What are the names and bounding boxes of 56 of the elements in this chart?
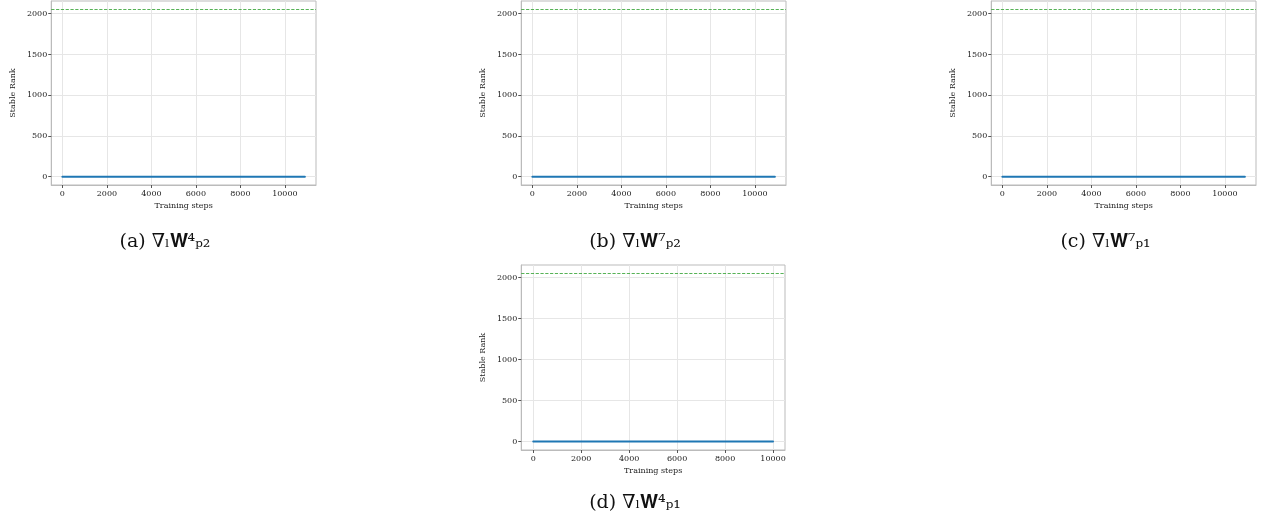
x-tick-label: 4000 xyxy=(611,188,632,198)
y-tick-label: 2000 xyxy=(26,8,48,18)
y-axis-title: Stable Rank xyxy=(477,332,487,383)
y-tick-label: 0 xyxy=(982,172,988,182)
x-tick-label: 6000 xyxy=(666,453,688,463)
x-tick-label: 4000 xyxy=(1081,188,1102,198)
x-tick-label: 6000 xyxy=(1125,188,1147,198)
x-tick-label: 10000 xyxy=(272,188,298,198)
x-axis-title: Training steps xyxy=(1094,201,1153,211)
x-tick-label: 10000 xyxy=(742,188,768,198)
x-tick-label: 2000 xyxy=(1036,188,1058,198)
x-tick-label: 8000 xyxy=(700,188,721,198)
x-tick-label: 0 xyxy=(999,188,1005,198)
text: (c) ∇ₗ𝐖⁷ₚ₁ xyxy=(1060,228,1151,251)
y-tick-label: 500 xyxy=(501,131,518,141)
x-tick-label: 4000 xyxy=(141,188,162,198)
y-tick-label: 500 xyxy=(971,131,988,141)
y-tick-label: 1500 xyxy=(966,49,988,59)
y-tick-label: 2000 xyxy=(496,8,518,18)
x-tick-label: 6000 xyxy=(655,188,677,198)
y-axis-title: Stable Rank xyxy=(7,68,17,118)
y-axis-title: Stable Rank xyxy=(947,68,957,118)
x-axis-title: Training steps xyxy=(623,466,683,476)
x-tick-label: 2000 xyxy=(96,188,118,198)
y-axis-title: Stable Rank xyxy=(477,68,487,118)
y-tick-label: 1000 xyxy=(496,354,518,364)
y-tick-label: 1500 xyxy=(26,49,48,59)
text: (d) ∇ₗ𝐖⁴ₚ₁ xyxy=(589,489,681,512)
y-tick-label: 0 xyxy=(42,172,48,182)
y-tick-label: 0 xyxy=(512,437,518,447)
y-tick-label: 1000 xyxy=(26,90,48,100)
y-tick-label: 1500 xyxy=(496,49,518,59)
x-axis-title: Training steps xyxy=(154,201,213,211)
x-tick-label: 10000 xyxy=(760,453,786,463)
y-tick-label: 1000 xyxy=(966,90,988,100)
y-tick-label: 0 xyxy=(512,172,518,182)
x-tick-label: 8000 xyxy=(714,453,736,463)
x-tick-label: 8000 xyxy=(230,188,251,198)
x-tick-label: 2000 xyxy=(571,453,592,463)
x-axis-title: Training steps xyxy=(624,201,683,211)
y-tick-label: 500 xyxy=(31,131,48,141)
y-tick-label: 2000 xyxy=(496,272,518,282)
y-tick-label: 1500 xyxy=(496,313,518,323)
text: (b) ∇ₗ𝐖⁷ₚ₂ xyxy=(589,228,681,251)
y-tick-label: 500 xyxy=(501,396,518,406)
x-tick-label: 8000 xyxy=(1170,188,1191,198)
y-tick-label: 1000 xyxy=(496,90,518,100)
x-tick-label: 10000 xyxy=(1212,188,1238,198)
x-tick-label: 0 xyxy=(529,188,535,198)
text: (a) ∇ₗ𝐖⁴ₚ₂ xyxy=(119,228,211,251)
x-tick-label: 4000 xyxy=(618,453,640,463)
x-tick-label: 6000 xyxy=(185,188,207,198)
x-tick-label: 0 xyxy=(530,453,536,463)
x-tick-label: 0 xyxy=(59,188,65,198)
y-tick-label: 2000 xyxy=(966,8,988,18)
x-tick-label: 2000 xyxy=(566,188,588,198)
